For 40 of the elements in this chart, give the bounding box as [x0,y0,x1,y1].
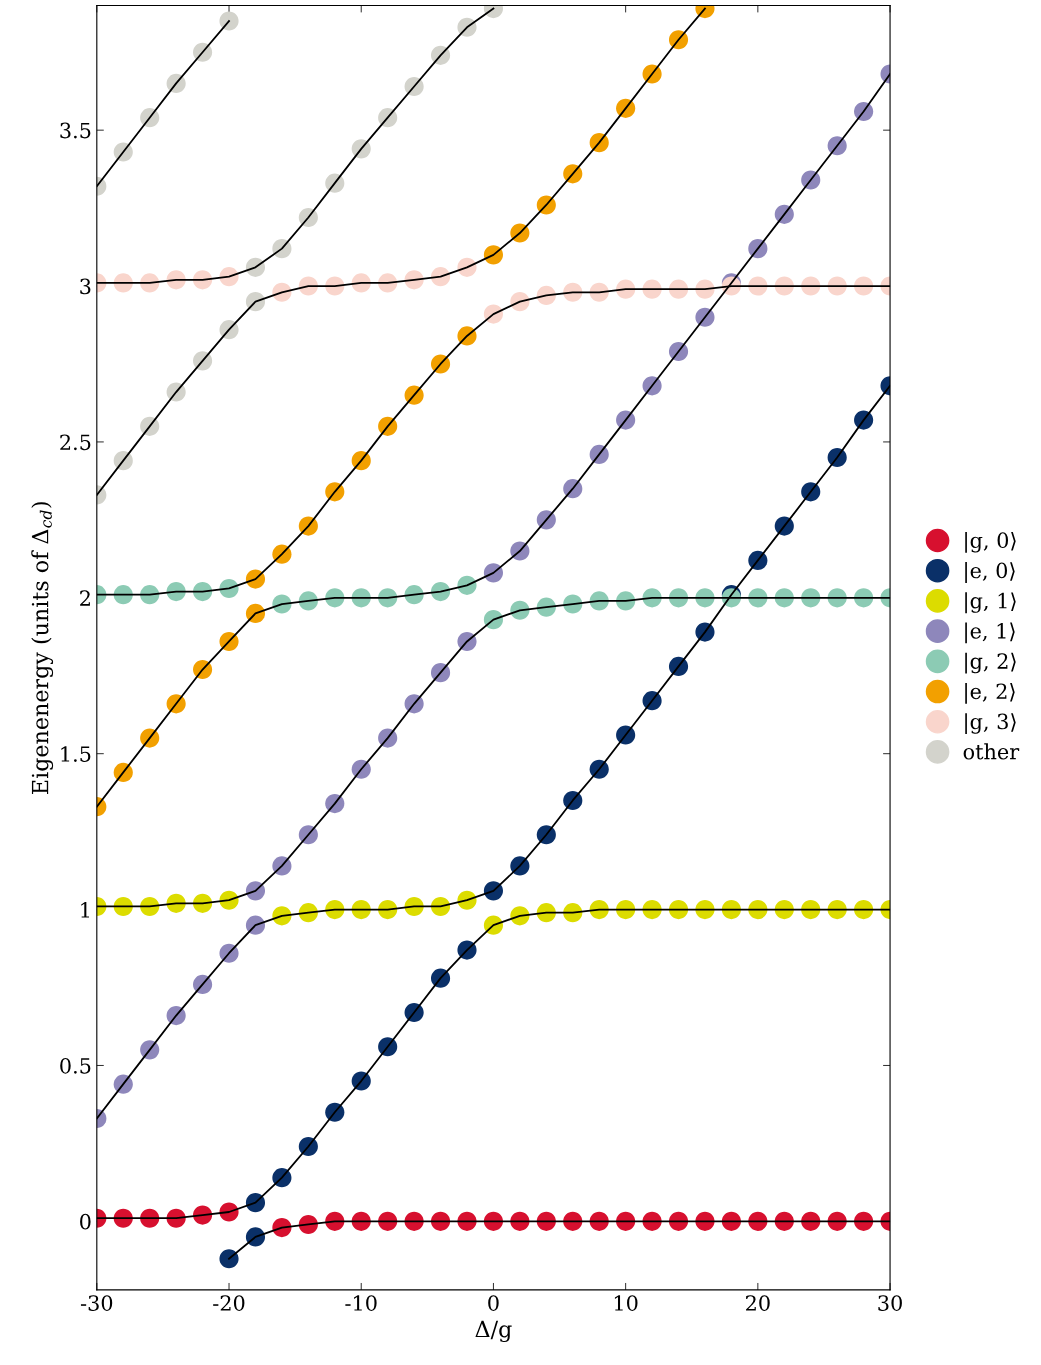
point [695,900,715,920]
x-tick-label: -20 [213,1295,245,1311]
y-axis-title: Eigenenergy (units of Δ$_{cd}$) [31,502,54,794]
x-axis-title: Δ/g [475,1320,512,1343]
point [616,900,636,920]
y-tick-label: 1 [81,902,89,918]
y-tick-label: 2 [80,590,90,606]
legend-label: |e, 1⟩ [965,622,1015,644]
point [668,900,689,920]
legend-label: |e, 2⟩ [965,682,1015,704]
legend-label: |g, 1⟩ [965,592,1016,614]
x-tick-label: 10 [614,1295,638,1311]
point [378,900,398,920]
legend-label: |e, 0⟩ [965,562,1015,583]
point [219,11,239,31]
x-tick-label: -10 [345,1295,377,1311]
y-tick-label: 2.5 [60,434,91,451]
point [774,900,794,920]
x-tick-label: -30 [80,1295,113,1311]
x-tick-label: 30 [878,1295,902,1311]
legend-label: other [963,743,1020,760]
point [219,1249,239,1269]
point [748,900,768,920]
y-tick-label: 3.5 [60,122,91,139]
y-tick-label: 0 [80,1213,91,1230]
x-tick-label: 0 [488,1295,499,1311]
point [642,900,662,920]
point [827,900,847,920]
y-tick-label: 0.5 [60,1057,91,1074]
y-tick-label: 3 [80,278,91,295]
legend-label: |g, 3⟩ [965,713,1016,734]
point [801,900,821,920]
legend-label: |g, 2⟩ [965,652,1016,674]
point [721,900,741,920]
point [351,900,371,920]
y-tick-label: 1.5 [61,746,91,762]
point [113,896,133,917]
legend-label: |g, 0⟩ [965,531,1016,553]
x-tick-label: 20 [746,1295,770,1311]
point [854,900,874,920]
